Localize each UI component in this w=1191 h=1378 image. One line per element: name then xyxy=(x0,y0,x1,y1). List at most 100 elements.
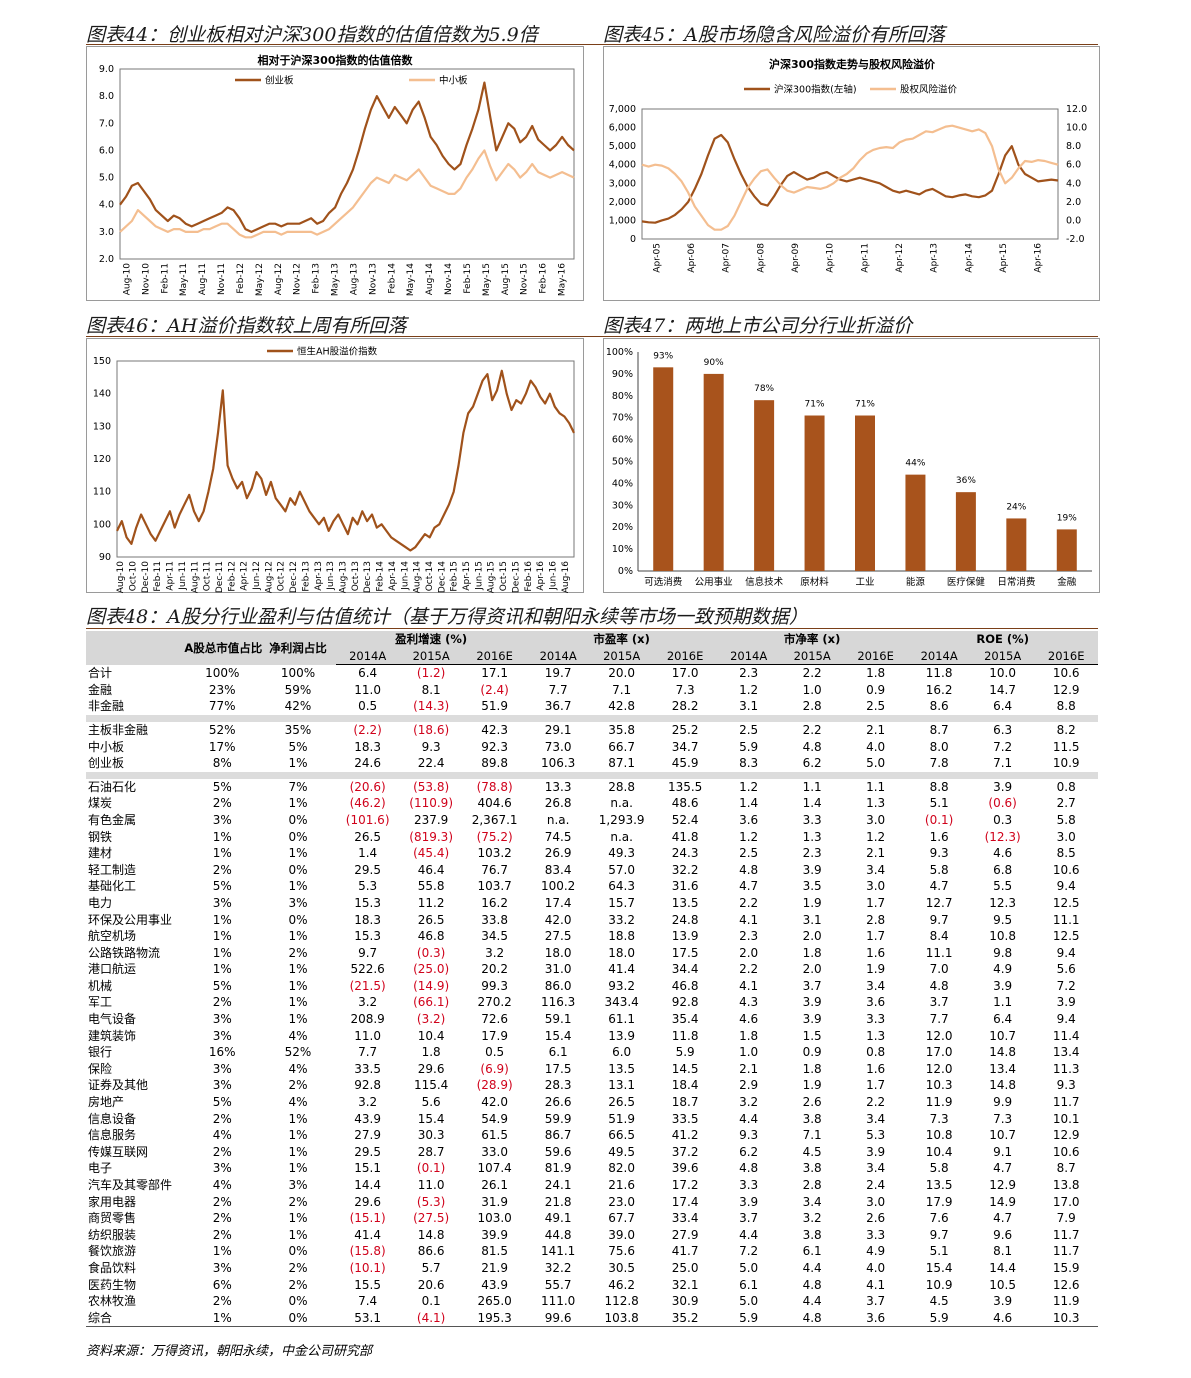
table-cell: 1.7 xyxy=(866,895,886,910)
table-cell: (4.1) xyxy=(416,1310,446,1325)
table-cell: 13.5 xyxy=(671,895,699,910)
table-cell: 1% xyxy=(288,1144,308,1159)
table-cell: 4.8 xyxy=(802,1277,822,1292)
y-tick-label: 2.0 xyxy=(99,254,114,265)
table-cell: 12.6 xyxy=(1052,1277,1080,1292)
y-tick-label: 7,000 xyxy=(609,104,636,115)
table-cell: 34.7 xyxy=(671,739,699,754)
table-cell: 2.2 xyxy=(866,1095,886,1110)
table-cell: 26.5 xyxy=(608,1095,635,1110)
table-cell: 1% xyxy=(288,1012,308,1027)
table-cell: 4% xyxy=(212,1128,232,1143)
x-tick-label: Nov-15 xyxy=(520,263,530,295)
row-label: 港口航运 xyxy=(88,962,137,977)
table-row: 航空机场 1% 1% 15.3 46.8 34.5 27.5 18.8 13.9 2.3 2.0 1.… xyxy=(86,928,1098,945)
table-cell: 9.3 xyxy=(739,1128,759,1143)
table-cell: 7.7 xyxy=(358,1045,378,1060)
table-cell: 5.3 xyxy=(866,1128,886,1143)
table-cell: 3% xyxy=(212,1161,232,1176)
table-row: 食品饮料 3% 2% (10.1) 5.7 21.9 32.2 30.5 25.0 5.0 4.4 4… xyxy=(86,1260,1098,1277)
table-cell: 1% xyxy=(288,995,308,1010)
table-cell: 9.7 xyxy=(929,1227,949,1242)
table-cell: (78.8) xyxy=(476,779,513,794)
category-label: 医疗保健 xyxy=(947,576,986,588)
table-cell: 3.8 xyxy=(802,1111,822,1126)
y-tick-label: 40% xyxy=(612,478,633,489)
table-cell: 1.6 xyxy=(866,1061,886,1076)
category-label: 日常消费 xyxy=(997,576,1035,588)
x-tick-label: Jun-15 xyxy=(474,561,484,591)
table-cell: 35.2 xyxy=(671,1310,699,1325)
table-cell: 5.3 xyxy=(358,879,378,894)
table-cell: 33.5 xyxy=(671,1111,699,1126)
table-cell: 89.8 xyxy=(481,756,508,771)
table-cell: 343.4 xyxy=(604,995,639,1010)
table-cell: 17.5 xyxy=(671,945,699,960)
table-cell: 1.6 xyxy=(929,829,949,844)
table-cell: 195.3 xyxy=(477,1310,512,1325)
table-cell: 2.2 xyxy=(802,666,822,681)
table-cell: 1.5 xyxy=(802,1028,822,1043)
y-tick-label: 30% xyxy=(612,500,633,511)
x-tick-label: Aug-12 xyxy=(264,561,274,593)
table-cell: 5% xyxy=(288,739,308,754)
table-cell: 10.7 xyxy=(989,1128,1016,1143)
table-cell: 42.3 xyxy=(481,722,508,737)
table-cell: 12.9 xyxy=(1052,682,1080,697)
table-cell: 66.7 xyxy=(608,739,635,754)
table-cell: 3% xyxy=(212,1028,232,1043)
table-cell: 4.1 xyxy=(739,912,759,927)
table-cell: 0% xyxy=(288,829,308,844)
table-cell: 16.2 xyxy=(925,682,953,697)
table-cell: 5.0 xyxy=(739,1294,759,1309)
table-cell: 6.8 xyxy=(993,862,1013,877)
table-cell: 9.6 xyxy=(993,1227,1013,1242)
y-tick-label: 7.0 xyxy=(99,118,114,129)
table-cell: (0.1) xyxy=(416,1161,446,1176)
table-cell: 4.6 xyxy=(993,1310,1013,1325)
legend-label: 中小板 xyxy=(439,75,468,87)
year-header: 2014A xyxy=(526,647,590,666)
table-row: 纺织服装 2% 1% 41.4 14.8 39.9 44.8 39.0 27.9 4.4 3.8 3.… xyxy=(86,1227,1098,1244)
table-cell: 3.3 xyxy=(739,1178,759,1192)
x-tick-label: Aug-16 xyxy=(561,561,571,594)
table-cell: 1.3 xyxy=(802,829,822,844)
table-cell: 82.0 xyxy=(608,1161,635,1176)
table-cell: 8.2 xyxy=(1056,722,1076,737)
x-tick-label: Feb-13 xyxy=(312,263,322,294)
table-cell: 17.5 xyxy=(544,1061,572,1076)
table-cell: 42% xyxy=(284,699,312,714)
table-cell: 17% xyxy=(208,739,236,754)
table-cell: 41.4 xyxy=(608,962,635,977)
table-cell: 29.6 xyxy=(354,1194,381,1209)
table-cell: 12.5 xyxy=(1052,929,1080,944)
row-label: 家用电器 xyxy=(88,1194,137,1209)
table-cell: (21.5) xyxy=(349,978,386,993)
table-row: 房地产 5% 4% 3.2 5.6 42.0 26.6 26.5 18.7 3.2 2.6 2.2 11… xyxy=(86,1094,1098,1111)
table-cell: 26.9 xyxy=(544,846,572,861)
table-cell: 11.0 xyxy=(354,1028,381,1043)
table-cell: 12.7 xyxy=(925,895,953,910)
table-cell: 8.1 xyxy=(421,682,441,697)
table-cell: 31.0 xyxy=(544,962,572,977)
row-label: 电子 xyxy=(88,1161,113,1176)
table-cell: 15.5 xyxy=(354,1277,381,1292)
table-cell: 2.6 xyxy=(802,1095,822,1110)
table-cell: 2.2 xyxy=(739,962,759,977)
table-cell: 6.2 xyxy=(802,756,822,771)
table-cell: 64.3 xyxy=(608,879,635,894)
table-cell: (12.3) xyxy=(984,829,1021,844)
table-cell: 51.9 xyxy=(481,699,508,714)
table-cell: 3.7 xyxy=(802,978,822,993)
table-cell: 1.0 xyxy=(739,1045,759,1060)
table-row: 家用电器 2% 2% 29.6 (5.3) 31.9 21.8 23.0 17.4 3.9 3.4 3… xyxy=(86,1194,1098,1211)
table-cell: 103.2 xyxy=(477,846,512,861)
y-tick-label: 70% xyxy=(612,413,633,424)
table-cell: 12.3 xyxy=(989,895,1016,910)
section-separator xyxy=(86,771,1098,779)
table-cell: 72.6 xyxy=(481,1012,508,1027)
table-cell: 2% xyxy=(212,862,232,877)
table-row: 农林牧渔 2% 0% 7.4 0.1 265.0 111.0 112.8 30.9 5.0 4.4 3… xyxy=(86,1293,1098,1310)
x-tick-label: Apr-05 xyxy=(652,243,662,273)
